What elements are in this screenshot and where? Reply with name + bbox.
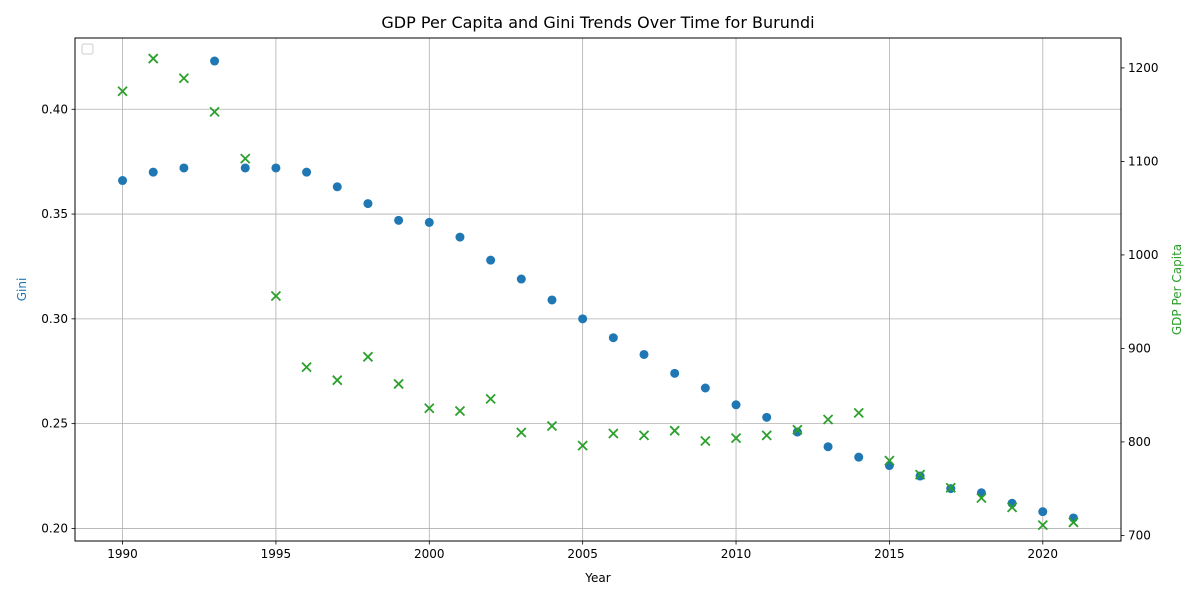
- gini-point: [700, 383, 710, 393]
- y-right-tick-label: 1000: [1128, 248, 1159, 262]
- gdp-point: [577, 440, 588, 451]
- gdp-point: [393, 378, 404, 390]
- gini-point: [578, 314, 588, 324]
- gdp-point: [362, 351, 374, 362]
- gini-point: [210, 56, 220, 66]
- gdp-point: [117, 86, 128, 97]
- gdp-point: [1037, 519, 1048, 531]
- x-tick-label: 2020: [1028, 547, 1059, 561]
- gdp-point: [700, 435, 711, 447]
- gdp-point: [976, 492, 987, 504]
- gdp-point: [178, 73, 190, 84]
- gdp-point: [516, 427, 527, 438]
- gini-point: [792, 427, 802, 437]
- gdp-point: [424, 403, 435, 414]
- y-right-tick-label: 700: [1128, 528, 1151, 542]
- gdp-point: [638, 430, 650, 441]
- y-right-tick-label: 1100: [1128, 154, 1159, 168]
- x-tick-label: 1990: [107, 547, 138, 561]
- gini-point: [179, 163, 189, 173]
- gini-point: [639, 349, 649, 359]
- gdp-point: [761, 430, 772, 441]
- gdp-point: [454, 405, 466, 417]
- gdp-point: [792, 424, 803, 435]
- gdp-point: [730, 433, 742, 444]
- gini-point: [823, 442, 833, 452]
- gdp-point: [546, 420, 558, 432]
- x-tick-label: 2005: [567, 547, 598, 561]
- y-left-tick-label: 0.40: [41, 102, 68, 116]
- y-right-tick-label: 1200: [1128, 61, 1159, 75]
- gdp-point: [209, 106, 220, 117]
- gini-point: [455, 232, 465, 242]
- y-left-tick-label: 0.25: [41, 417, 68, 431]
- gini-point: [363, 199, 373, 209]
- y-left-tick-label: 0.30: [41, 312, 68, 326]
- gini-point: [302, 167, 312, 177]
- chart-title: GDP Per Capita and Gini Trends Over Time…: [381, 13, 814, 32]
- y-left-tick-label: 0.20: [41, 521, 68, 535]
- grid-lines: [75, 38, 1121, 541]
- gini-point: [240, 163, 250, 173]
- plot-frame: [74, 37, 1122, 542]
- gdp-point: [884, 455, 895, 466]
- x-tick-label: 2000: [414, 547, 445, 561]
- gdp-point: [608, 428, 619, 439]
- gini-point: [394, 215, 404, 225]
- gdp-point: [1068, 517, 1079, 528]
- gdp-point: [822, 414, 834, 425]
- gini-point: [762, 412, 772, 422]
- x-axis-label: Year: [584, 571, 610, 585]
- gini-point: [854, 452, 864, 462]
- tick-marks: [71, 67, 1125, 545]
- legend-box: [81, 43, 94, 55]
- gdp-point: [332, 375, 343, 386]
- gini-point: [1038, 507, 1048, 517]
- y-right-tick-label: 900: [1128, 341, 1151, 355]
- gdp-point: [240, 153, 251, 164]
- gdp-point: [853, 407, 864, 419]
- x-tick-label: 2010: [721, 547, 752, 561]
- gini-point: [148, 167, 158, 177]
- y-left-tick-label: 0.35: [41, 207, 68, 221]
- gini-point: [670, 368, 680, 378]
- gini-point: [424, 217, 434, 227]
- gdp-point: [301, 361, 312, 373]
- gini-point: [271, 163, 281, 173]
- gdp-point: [270, 290, 282, 302]
- x-tick-label: 2015: [874, 547, 905, 561]
- gdp-point: [485, 393, 496, 405]
- y-right-axis-label: GDP Per Capita: [1170, 244, 1184, 335]
- x-tick-label: 1995: [261, 547, 292, 561]
- gdp-point: [148, 53, 159, 64]
- gdp-point: [1006, 502, 1018, 513]
- gini-point: [884, 461, 894, 471]
- y-left-axis-label: Gini: [15, 278, 29, 302]
- y-right-tick-label: 800: [1128, 435, 1151, 449]
- gini-point: [608, 333, 618, 343]
- gini-point: [547, 295, 557, 305]
- gini-point: [332, 182, 342, 192]
- gini-point: [915, 471, 925, 481]
- gini-point: [731, 400, 741, 410]
- gini-point: [118, 176, 128, 186]
- gini-point: [486, 255, 496, 265]
- gdp-point: [669, 425, 680, 436]
- gdp-point: [945, 482, 956, 493]
- gdp-point: [914, 469, 926, 480]
- gini-point: [516, 274, 526, 284]
- data-marks: [117, 53, 1079, 531]
